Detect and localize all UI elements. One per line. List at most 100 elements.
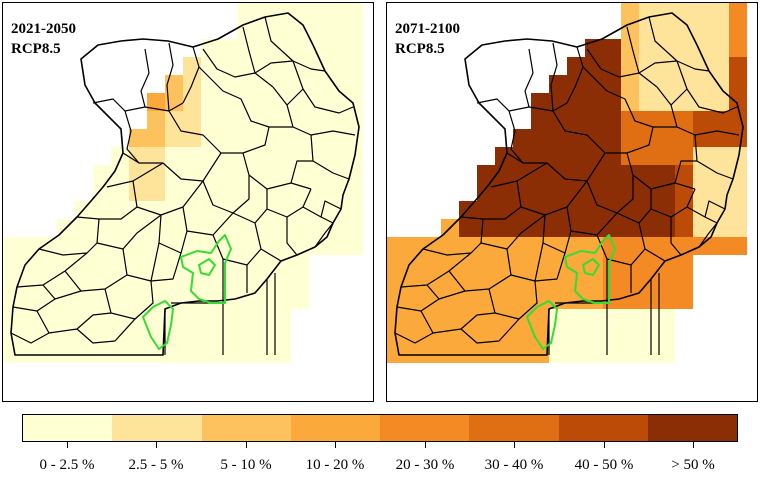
raster-cell [585,273,603,291]
raster-cell [165,93,183,111]
raster-cell [237,183,255,201]
raster-cell [441,291,459,309]
district-boundary [76,180,138,220]
raster-cell [111,147,129,165]
raster-cell [621,291,639,309]
raster-cell [273,327,291,345]
raster-cell [57,237,75,255]
raster-cell [675,57,693,75]
raster-cell [513,201,531,219]
raster-cell [75,273,93,291]
raster-cell [711,201,729,219]
raster-cell [309,93,327,111]
raster-cell [675,147,693,165]
raster-cell [531,219,549,237]
raster-cell [273,201,291,219]
raster-cell [237,255,255,273]
district-boundary [12,290,82,312]
raster-cell [729,129,747,147]
raster-cell [603,57,621,75]
raster-cell [129,219,147,237]
raster-cell [183,327,201,345]
raster-cell [255,75,273,93]
raster-cell [345,3,363,21]
district-boundary [16,252,88,288]
raster-cell [273,93,291,111]
raster-cell [639,129,657,147]
raster-cell [183,255,201,273]
legend-swatch [112,415,202,441]
raster-cell [711,129,729,147]
raster-cell [693,111,711,129]
raster-cell [291,237,309,255]
raster-cell [585,147,603,165]
raster-cell [201,129,219,147]
district-boundary [506,152,524,164]
raster-cell [165,129,183,147]
raster-cell [477,273,495,291]
raster-cell [291,201,309,219]
district-boundary [320,200,342,218]
raster-cell [621,345,639,363]
map-2021-2050 [3,3,363,363]
raster-cell [603,111,621,129]
raster-cell [711,3,729,21]
raster-cell [255,219,273,237]
district-boundary [202,48,274,88]
raster-cell [93,327,111,345]
district-boundary [694,134,734,180]
legend-label: 0 - 2.5 % [39,457,95,473]
raster-cell [183,291,201,309]
raster-cell [237,129,255,147]
raster-cell [657,237,675,255]
raster-cell [423,255,441,273]
raster-cell [255,201,273,219]
raster-cell [237,273,255,291]
raster-cell [693,201,711,219]
raster-cell [237,111,255,129]
raster-cell [729,3,747,21]
raster-cell [621,39,639,57]
raster-cell [201,165,219,183]
raster-cell [711,39,729,57]
raster-cell [657,165,675,183]
district-boundary [506,242,544,282]
raster-cell [585,309,603,327]
raster-cell [675,273,693,291]
raster-cell [291,93,309,111]
raster-cell [147,147,165,165]
panel-title: 2021-2050 RCP8.5 [11,19,76,59]
raster-cell [405,273,423,291]
raster-cell [657,291,675,309]
raster-cell [273,147,291,165]
raster-cell [237,39,255,57]
district-boundary [38,242,98,256]
raster-cell [639,255,657,273]
raster-cell [57,309,75,327]
raster-cell [675,291,693,309]
raster-cell [531,93,549,111]
raster-cell [585,237,603,255]
raster-cell [327,183,345,201]
raster-cell [387,291,405,309]
district-boundary [232,189,268,224]
raster-cell [291,21,309,39]
raster-cell [729,57,747,75]
raster-cell [309,3,327,21]
raster-cell [603,201,621,219]
raster-cell [219,345,237,363]
raster-cell [309,57,327,75]
raster-cell [129,291,147,309]
period-label: 2071-2100 [395,21,460,37]
raster-cell [255,93,273,111]
raster-cell [405,345,423,363]
district-boundary [396,290,466,312]
raster-cell [675,219,693,237]
raster-cell [183,147,201,165]
raster-cell [345,111,363,129]
raster-cell [729,183,747,201]
map-panel-2021-2050: 2021-2050 RCP8.5 [2,2,374,402]
district-boundary [140,48,150,108]
raster-cell [219,57,237,75]
raster-cell [441,255,459,273]
